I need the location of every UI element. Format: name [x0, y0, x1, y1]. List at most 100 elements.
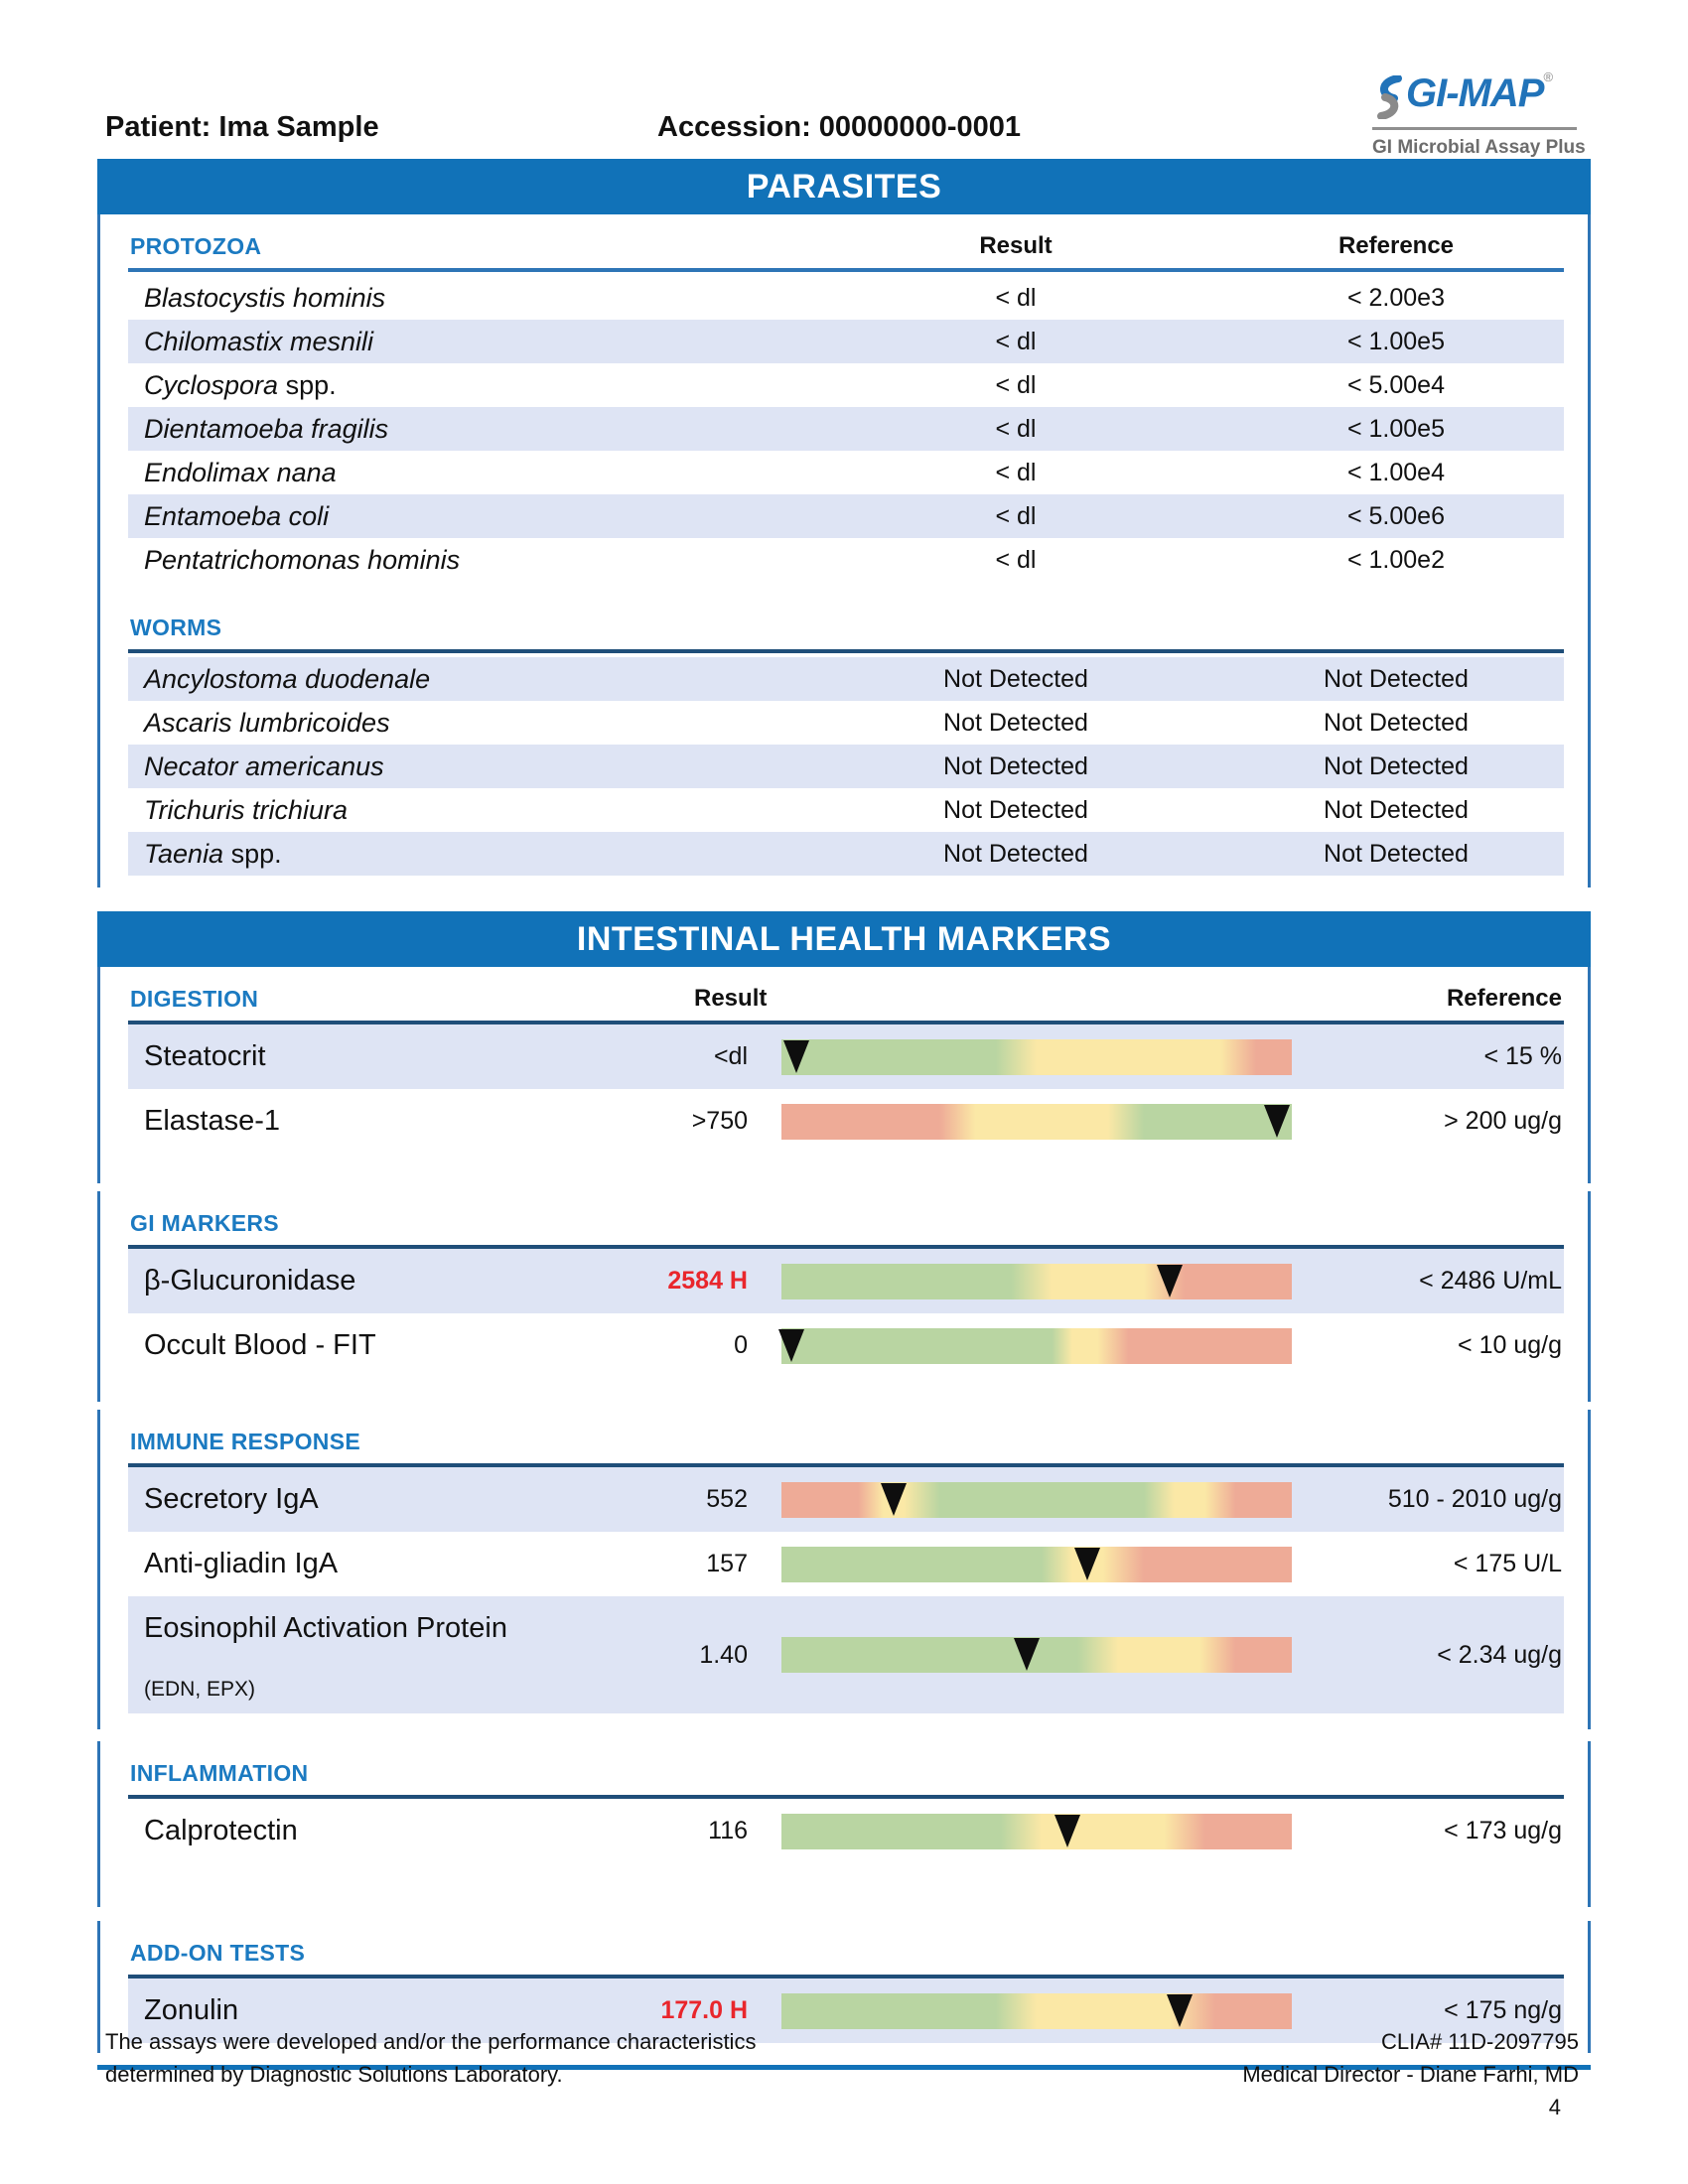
result-bar-wrap: [748, 1813, 1292, 1849]
test-result: 2584 H: [667, 1267, 748, 1295]
footer-medical-director: Medical Director - Diane Farhi, MD: [1242, 2062, 1579, 2087]
test-name-italic: Blastocystis hominis: [144, 282, 386, 313]
parasite-row: Blastocystis hominis < dl < 2.00e3: [128, 276, 1564, 320]
result-bar-wrap: [748, 1992, 1292, 2029]
parasite-row: Chilomastix mesnili < dl < 1.00e5: [128, 320, 1564, 363]
test-name-italic: Entamoeba coli: [144, 500, 330, 531]
test-name-italic: Cyclospora: [144, 369, 279, 400]
footer-disclaimer: The assays were developed and/or the per…: [105, 2025, 756, 2091]
test-name: Ancylostoma duodenale: [128, 664, 863, 695]
test-result: >750: [691, 1107, 748, 1135]
gimap-logo: GI-MAP® GI Microbial Assay Plus: [1372, 69, 1586, 159]
result-bar-wrap: [748, 1103, 1292, 1140]
marker-row: Elastase-1 >750 > 200 ug/g: [128, 1089, 1564, 1154]
result-bar-wrap: [748, 1637, 1292, 1673]
logo-brand: GI-MAP: [1406, 71, 1544, 115]
result-range-bar: [781, 1038, 1292, 1075]
marker-row: Occult Blood - FIT 0 < 10 ug/g: [128, 1313, 1564, 1378]
test-name: Zonulin: [144, 1994, 239, 2026]
result-bar-wrap: [748, 1546, 1292, 1582]
test-name: Secretory IgA: [144, 1483, 319, 1515]
marker-triangle: [783, 1039, 810, 1073]
reference-range: 510 - 2010 ug/g: [1387, 1485, 1562, 1513]
test-name: β-Glucuronidase: [144, 1265, 356, 1297]
marker-triangle: [1054, 1814, 1080, 1847]
test-result: Not Detected: [943, 839, 1088, 868]
intestinal-banner: INTESTINAL HEALTH MARKERS: [97, 911, 1591, 967]
test-name-suffix: spp.: [223, 838, 282, 869]
test-reference: < 2.00e3: [1346, 283, 1445, 312]
test-result: Not Detected: [943, 708, 1088, 737]
test-name-italic: Endolimax nana: [144, 457, 337, 487]
test-name: Cyclospora spp.: [128, 370, 863, 401]
reference-range: < 2.34 ug/g: [1437, 1640, 1562, 1669]
reference-column-header: Reference: [1337, 232, 1455, 259]
test-name-cell: Secretory IgA: [128, 1483, 625, 1516]
section-add-on-tests: ADD-ON TESTS Zonulin 177.0 H < 175 ng/g: [97, 1921, 1591, 2053]
test-reference: Not Detected: [1324, 708, 1469, 737]
group-label: PROTOZOA: [130, 233, 262, 259]
test-name: Pentatrichomonas hominis: [128, 545, 863, 576]
result-bar-wrap: [748, 1038, 1292, 1075]
marker-triangle: [1074, 1547, 1101, 1580]
test-name-cell: Zonulin: [128, 1994, 625, 2027]
test-result: < dl: [995, 414, 1037, 443]
section-inflammation: INFLAMMATION Calprotectin 116 < 173 ug/g: [97, 1741, 1591, 1907]
logo-divider: [1372, 127, 1577, 130]
marker-row: Anti-gliadin IgA 157 < 175 U/L: [128, 1532, 1564, 1596]
test-name-cell: Steatocrit: [128, 1040, 625, 1073]
test-name: Ascaris lumbricoides: [128, 708, 863, 739]
section-digestion: DIGESTION Result Reference Steatocrit <dl < 1…: [97, 967, 1591, 1183]
section-label: DIGESTION: [130, 986, 259, 1012]
reference-range: < 10 ug/g: [1458, 1331, 1562, 1359]
test-reference: < 1.00e5: [1346, 327, 1445, 355]
marker-triangle: [778, 1328, 805, 1362]
test-result: 157: [706, 1550, 748, 1577]
test-result: < dl: [995, 370, 1037, 399]
parasites-banner: PARASITES: [97, 159, 1591, 214]
reference-range: < 175 ng/g: [1444, 1996, 1562, 2024]
section-header-gi-markers: GI MARKERS: [128, 1191, 1564, 1249]
reference-range: < 173 ug/g: [1444, 1817, 1562, 1844]
page-number: 4: [1548, 2095, 1561, 2119]
test-reference: < 5.00e6: [1346, 501, 1445, 530]
test-name-cell: Eosinophil Activation Protein (EDN, EPX): [128, 1596, 625, 1713]
test-name-italic: Chilomastix mesnili: [144, 326, 374, 356]
reference-range: < 175 U/L: [1453, 1550, 1562, 1577]
test-reference: Not Detected: [1324, 664, 1469, 693]
parasite-row: Trichuris trichiura Not Detected Not Detec…: [128, 788, 1564, 832]
test-result: 552: [706, 1485, 748, 1513]
section-header-immune-response: IMMUNE RESPONSE: [128, 1410, 1564, 1467]
test-name-sub: (EDN, EPX): [144, 1678, 256, 1701]
test-name-italic: Trichuris trichiura: [144, 794, 349, 825]
section-header-digestion: DIGESTION Result Reference: [128, 967, 1564, 1024]
marker-row: Calprotectin 116 < 173 ug/g: [128, 1799, 1564, 1863]
report-content: PARASITES PROTOZOA Result Reference Blastoc…: [97, 159, 1591, 2070]
test-name: Trichuris trichiura: [128, 795, 863, 826]
result-column-header: Result: [979, 232, 1053, 259]
test-result: < dl: [995, 458, 1037, 486]
test-result: Not Detected: [943, 795, 1088, 824]
logo-lockup: GI-MAP®: [1372, 69, 1577, 119]
test-reference: < 5.00e4: [1346, 370, 1445, 399]
parasite-row: Ancylostoma duodenale Not Detected Not Det…: [128, 657, 1564, 701]
test-name-cell: Elastase-1: [128, 1105, 625, 1138]
test-reference: Not Detected: [1324, 839, 1469, 868]
group-header-worms: WORMS: [128, 596, 1564, 653]
test-result: Not Detected: [943, 664, 1088, 693]
result-range-bar: [781, 1103, 1292, 1140]
parasite-row: Dientamoeba fragilis < dl < 1.00e5: [128, 407, 1564, 451]
test-result: < dl: [995, 327, 1037, 355]
group-header-protozoa: PROTOZOA Result Reference: [128, 214, 1564, 272]
parasite-row: Cyclospora spp. < dl < 5.00e4: [128, 363, 1564, 407]
registered-mark: ®: [1543, 69, 1554, 84]
test-name-italic: Necator americanus: [144, 751, 384, 781]
test-reference: Not Detected: [1324, 751, 1469, 780]
footer-disclaimer-line1: The assays were developed and/or the per…: [105, 2029, 757, 2054]
section-header-inflammation: INFLAMMATION: [128, 1741, 1564, 1799]
section-gi-markers: GI MARKERS β-Glucuronidase 2584 H < 2486 U/…: [97, 1191, 1591, 1402]
test-name-cell: β-Glucuronidase: [128, 1265, 625, 1297]
test-name: Occult Blood - FIT: [144, 1329, 376, 1361]
test-name: Endolimax nana: [128, 458, 863, 488]
reference-column-header: Reference: [1446, 985, 1562, 1012]
